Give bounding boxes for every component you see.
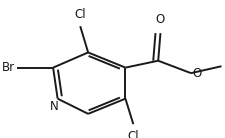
Text: N: N xyxy=(50,100,58,113)
Text: Cl: Cl xyxy=(127,130,139,138)
Text: Br: Br xyxy=(2,61,15,74)
Text: O: O xyxy=(155,13,164,26)
Text: O: O xyxy=(191,67,200,80)
Text: Cl: Cl xyxy=(74,8,86,21)
